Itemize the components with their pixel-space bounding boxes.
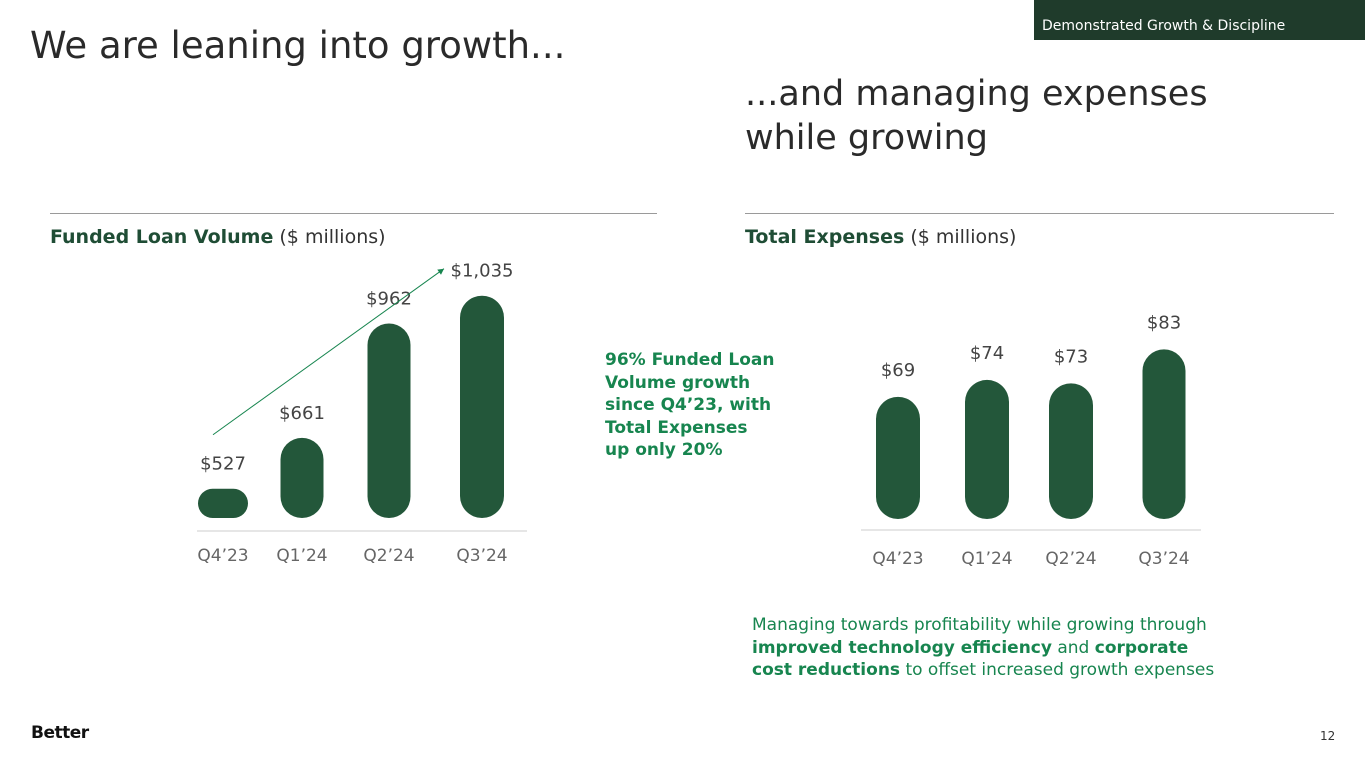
category-label: Q3’24: [1138, 549, 1189, 569]
category-label: Q2’24: [363, 546, 414, 566]
trend-line: [212, 268, 445, 436]
callout-line: up only 20%: [605, 440, 723, 460]
footnote-text: Managing towards profitability while gro…: [752, 615, 1207, 635]
total-expenses-title: Total Expenses: [745, 226, 905, 248]
data-label: $74: [970, 343, 1004, 364]
data-label: $527: [200, 454, 246, 475]
data-label: $661: [279, 403, 325, 424]
callout-line: since Q4’23, with: [605, 395, 772, 415]
callout-line: Total Expenses: [605, 417, 748, 438]
bar-0-3: [460, 295, 504, 518]
data-label: $83: [1147, 312, 1181, 333]
subtitle-line-1: ...and managing expenses: [745, 74, 1208, 114]
total-expenses-chart: $69 Q4’23 $74 Q1’24 $73 Q2’24 $83 Q3’24: [861, 312, 1201, 569]
footnote-text: and: [1051, 637, 1095, 658]
data-label: $962: [366, 288, 412, 309]
bar-0-2: [367, 323, 411, 518]
right-divider: [745, 213, 1334, 214]
footnote-bold: improved technology efficiency: [752, 637, 1052, 658]
category-label: Q2’24: [1045, 549, 1096, 569]
funded-loan-volume-unit: ($ millions): [273, 226, 386, 248]
bar-1-2: [1049, 383, 1093, 519]
trend-arrowhead: [437, 268, 444, 275]
total-expenses-unit: ($ millions): [904, 226, 1017, 248]
bar-1-0: [876, 396, 920, 519]
data-label: $1,035: [451, 261, 514, 282]
bar-1-1: [965, 379, 1009, 519]
data-label: $73: [1054, 346, 1088, 367]
bar-0-0: [198, 488, 248, 518]
better-logo: Better: [31, 723, 89, 743]
category-label: Q4’23: [197, 546, 248, 566]
footnote-bold: corporate cost reductions: [752, 637, 1189, 681]
funded-loan-volume-title: Funded Loan Volume: [50, 226, 274, 248]
bar-1-3: [1142, 349, 1186, 519]
callout-line: 96% Funded Loan: [605, 350, 775, 370]
data-label: $69: [881, 360, 915, 381]
bar-0-1: [280, 437, 324, 518]
left-divider: [50, 213, 657, 214]
category-label: Q3’24: [456, 546, 507, 566]
funded-loan-volume-chart: $527 Q4’23 $661 Q1’24 $962 Q2’24 $1,035 Q3’24: [197, 261, 527, 566]
callout-line: Volume growth: [605, 372, 751, 393]
page-number: 12: [1320, 729, 1336, 743]
category-label: Q4’23: [872, 549, 923, 569]
expenses-footnote: Managing towards profitability while gro…: [752, 614, 1232, 682]
total-expenses-heading: Total Expenses ($ millions): [745, 226, 1016, 248]
page-subtitle: ...and managing expenses while growing: [745, 72, 1225, 160]
funded-loan-volume-heading: Funded Loan Volume ($ millions): [50, 226, 386, 248]
growth-callout: 96% Funded Loan Volume growth since Q4’2…: [605, 349, 785, 462]
category-label: Q1’24: [276, 546, 327, 566]
footnote-text: to offset increased growth expenses: [900, 660, 1215, 680]
section-tag: Demonstrated Growth & Discipline: [1034, 0, 1365, 40]
category-label: Q1’24: [961, 549, 1012, 569]
page-title: We are leaning into growth...: [30, 24, 566, 67]
subtitle-line-2: while growing: [745, 118, 988, 158]
